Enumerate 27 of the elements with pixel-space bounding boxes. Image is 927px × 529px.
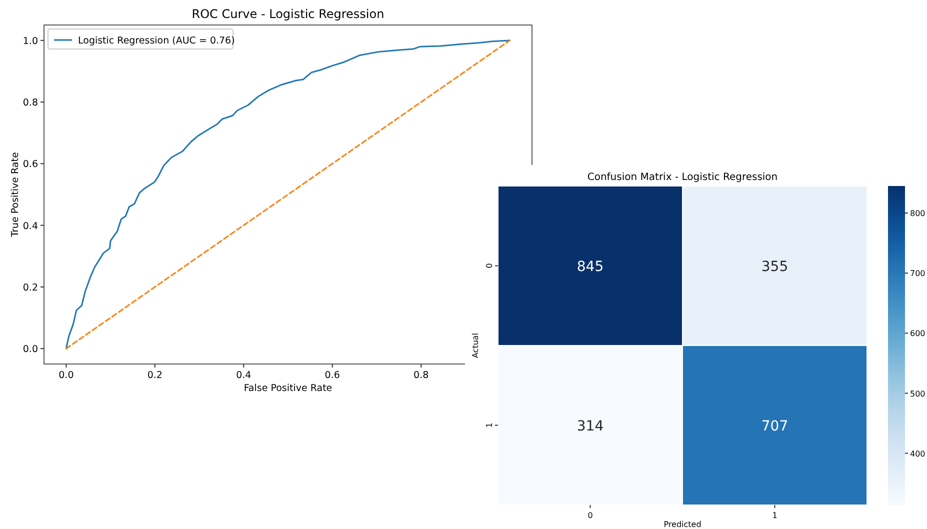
color-bar-label: 700 (910, 269, 926, 278)
chart-title: Confusion Matrix - Logistic Regression (587, 172, 778, 183)
chart-title: ROC Curve - Logistic Regression (192, 7, 384, 21)
x-tick-label: 0.4 (236, 370, 252, 381)
y-tick-label: 0.4 (22, 220, 38, 232)
y-axis-title: True Positive Rate (10, 152, 21, 238)
x-tick-label: 0.2 (147, 370, 162, 381)
y-axis-title: Actual (471, 332, 480, 358)
y-tick-label: 1.0 (22, 36, 38, 47)
color-bar-label: 400 (910, 449, 926, 458)
x-tick-label: 0.0 (58, 370, 74, 381)
data-label: 355 (761, 258, 788, 275)
x-axis-title: False Positive Rate (244, 383, 332, 394)
data-label: 314 (576, 418, 604, 434)
x-tick-label: 0.6 (324, 370, 340, 381)
color-bar-label: 500 (910, 389, 926, 398)
y-tick-label: 0.0 (22, 344, 38, 356)
color-bar-label: 600 (910, 329, 926, 338)
y-tick-label: 0.6 (22, 159, 38, 170)
data-label: 707 (761, 418, 788, 434)
x-axis-title: Predicted (664, 520, 702, 529)
legend-label: Logistic Regression (AUC = 0.76) (78, 36, 235, 46)
x-tick-label: 0.8 (414, 370, 429, 381)
y-tick-label: 0.8 (22, 98, 38, 109)
data-label: 845 (576, 258, 604, 275)
y-tick-label: 0.2 (22, 282, 38, 294)
color-bar-label: 800 (910, 209, 926, 218)
